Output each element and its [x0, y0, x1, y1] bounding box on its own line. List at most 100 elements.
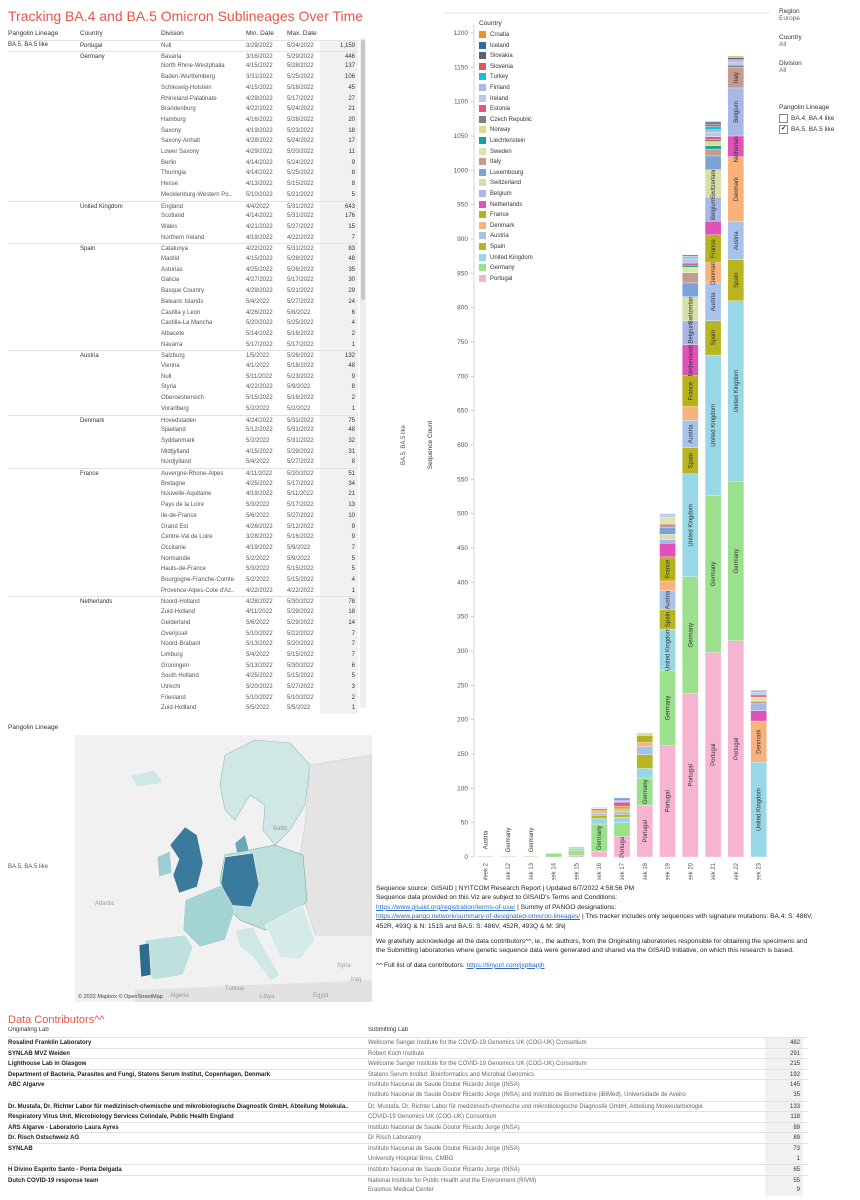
legend-label: Belgium — [490, 191, 512, 197]
bar-segment-austria — [636, 746, 653, 755]
legend-item[interactable]: Slovakia — [479, 51, 513, 62]
map-label-egypt: Egypt — [313, 993, 329, 999]
table-row: Styria 4/22/2022 5/9/2022 8 — [8, 382, 358, 394]
contributor-row: Rosalind Franklin Laboratory Wellcome San… — [8, 1037, 808, 1049]
scrollbar-thumb[interactable] — [361, 40, 365, 300]
lineage-option-ba4[interactable]: BA.4, BA.4 like — [779, 114, 859, 123]
max-date-cell: 5/31/2022 — [287, 203, 314, 210]
contributors-link[interactable]: https://tinyurl.com/jxp6apjh — [466, 961, 545, 969]
division-cell: Noord-Brabant — [161, 641, 201, 648]
legend-item[interactable]: Luxembourg — [479, 168, 523, 179]
max-date-cell: 5/15/2022 — [287, 651, 314, 658]
table-row: Galicia 4/27/2022 5/17/2022 30 — [8, 275, 358, 287]
table-row: Nordjylland 5/4/2022 5/27/2022 8 — [8, 457, 358, 468]
table-row: Null 5/11/2022 5/23/2022 9 — [8, 371, 358, 383]
legend-item[interactable]: Ireland — [479, 94, 508, 105]
max-date-cell: 5/30/2022 — [287, 599, 314, 606]
legend-item[interactable]: United Kingdom — [479, 253, 533, 264]
max-date-cell: 5/5/2022 — [287, 705, 311, 712]
legend-item[interactable]: Estonia — [479, 104, 510, 115]
legend-item[interactable]: Slovenia — [479, 62, 513, 73]
y-tick-label: 650 — [457, 408, 468, 415]
max-date-cell: 5/10/2022 — [287, 694, 314, 701]
count-cell: 35 — [320, 264, 358, 276]
legend-item[interactable]: Switzerland — [479, 178, 521, 189]
max-date-cell: 5/25/2022 — [287, 170, 314, 177]
terms-link[interactable]: https://www.gisaid.org/registration/term… — [376, 903, 516, 911]
table-row: Scotland 4/14/2022 5/31/2022 176 — [8, 211, 358, 222]
bar-segment-italy — [704, 148, 722, 157]
table-scrollbar[interactable] — [360, 38, 366, 708]
legend-item[interactable]: Norway — [479, 125, 510, 136]
legend-item[interactable]: Belgium — [479, 189, 512, 200]
legend-swatch — [479, 200, 486, 208]
checkbox-checked[interactable]: ✔ — [779, 125, 788, 134]
bar-segment-portugal — [568, 855, 585, 858]
originating-lab-cell: H Divino Espirito Santo - Ponta Delgada — [8, 1167, 122, 1174]
legend-item[interactable]: Italy — [479, 157, 501, 168]
division-cell: Saxony-Anhalt — [161, 138, 201, 145]
bar-segment-iceland — [727, 57, 744, 60]
legend-item[interactable]: Czech Republic — [479, 115, 532, 126]
max-date-cell: 5/17/2022 — [287, 341, 314, 348]
legend-item[interactable]: Sweden — [479, 147, 512, 158]
lineage-option-ba5[interactable]: ✔ BA.5, BA.5 like — [779, 125, 835, 134]
count-cell: 7 — [320, 649, 358, 661]
table-row: Asturias 4/25/2022 5/26/2022 35 — [8, 264, 358, 276]
europe-map[interactable]: Atlantic Baltic Algeria Tunisia Libya Eg… — [75, 735, 372, 1002]
table-row: Berlin 4/14/2022 5/24/2022 9 — [8, 157, 358, 169]
contributors-table: Originating Lab Submitting Lab Rosalind … — [8, 1027, 808, 1200]
table-row: Occitanie 4/19/2022 5/9/2022 7 — [8, 542, 358, 554]
pango-link[interactable]: https://www.pango.network/summary-of-des… — [376, 913, 581, 921]
legend-item[interactable]: Netherlands — [479, 200, 522, 211]
legend-item[interactable]: Turkey — [479, 72, 508, 83]
division-cell: Normandie — [161, 555, 191, 562]
legend-item[interactable]: Spain — [479, 242, 505, 253]
bar-segment-label: Portugal — [734, 738, 740, 760]
originating-lab-cell: Rosalind Franklin Laboratory — [8, 1040, 92, 1046]
legend-item[interactable]: Iceland — [479, 41, 509, 52]
count-cell: 11 — [320, 147, 358, 158]
min-date-cell: 4/25/2022 — [246, 673, 273, 680]
legend-item[interactable]: Croatia — [479, 30, 509, 41]
legend-item[interactable]: Portugal — [479, 274, 512, 285]
region-filter[interactable]: Europe — [779, 15, 800, 22]
table-row: Spain Catalunya 4/22/2022 5/31/2022 83 — [8, 243, 358, 255]
legend-item[interactable]: Finland — [479, 83, 510, 94]
count-cell: 6 — [320, 307, 358, 319]
legend-item[interactable]: Austria — [479, 231, 509, 242]
mutations-text: | This tracker includes only sequences w… — [376, 913, 813, 930]
bar-segment-label: Portugal — [620, 836, 626, 858]
map-land-iceland — [129, 769, 164, 788]
bar-segment-belgium — [659, 539, 676, 544]
legend-swatch — [479, 253, 486, 261]
division-cell: Castilla-La Mancha — [161, 320, 213, 327]
lineage-value: BA.5, BA.5 like — [8, 42, 49, 48]
map-land-portugal — [138, 942, 152, 978]
country-cell: Germany — [80, 53, 105, 60]
legend-label: Slovenia — [490, 63, 514, 70]
table-row: Germany Bavaria 3/16/2022 5/29/2022 446 — [8, 50, 358, 63]
x-tick-label: Week 23 — [757, 862, 763, 880]
max-date-cell: 5/27/2022 — [287, 223, 314, 230]
bar-segment-denmark — [613, 808, 631, 812]
bar-segment-label: Portugal — [643, 820, 649, 842]
max-date-cell: 5/2/2022 — [287, 405, 311, 412]
legend-label: France — [490, 212, 509, 219]
legend-item[interactable]: Germany — [479, 263, 515, 274]
min-date-cell: 4/11/2022 — [246, 471, 273, 477]
division-cell: Utrecht — [161, 684, 181, 690]
bar-segment-switzerland — [636, 732, 653, 736]
bar-segment-label: Belgium — [688, 322, 694, 344]
table-row: Balearic Islands 5/4/2022 5/27/2022 24 — [8, 296, 358, 308]
division-filter[interactable]: All — [779, 67, 787, 74]
max-date-cell: 5/20/2022 — [287, 149, 314, 155]
legend-item[interactable]: France — [479, 210, 509, 221]
legend-item[interactable]: Denmark — [479, 221, 514, 232]
y-tick-label: 250 — [457, 682, 468, 689]
legend-item[interactable]: Liechtenstein — [479, 136, 525, 147]
max-date-cell: 5/15/2022 — [287, 181, 314, 188]
country-filter[interactable]: All — [779, 41, 787, 48]
checkbox-empty[interactable] — [779, 114, 788, 123]
y-tick-label: 900 — [457, 236, 468, 243]
